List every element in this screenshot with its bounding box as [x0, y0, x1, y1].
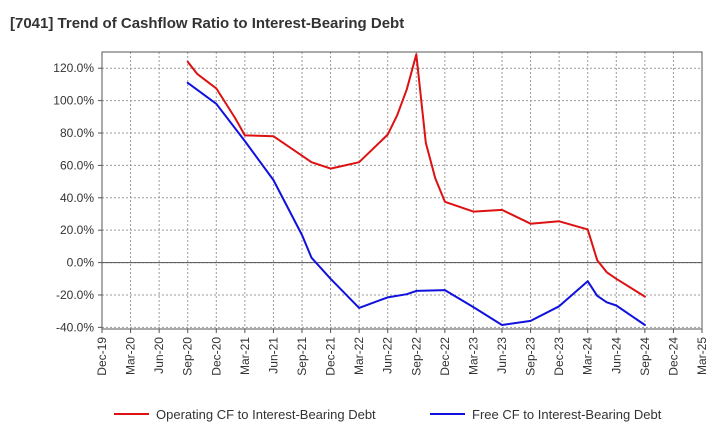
x-tick-label: Dec-21 — [324, 337, 338, 376]
legend: Operating CF to Interest-Bearing Debt Fre… — [114, 407, 662, 422]
x-tick-label: Jun-24 — [609, 337, 623, 374]
y-tick-label: 40.0% — [60, 191, 94, 205]
x-tick-label: Sep-23 — [524, 337, 538, 376]
y-tick-label: 120.0% — [53, 61, 94, 75]
x-tick-label: Jun-23 — [495, 337, 509, 374]
x-tick-label: Sep-20 — [181, 337, 195, 376]
x-tick-label: Dec-23 — [552, 337, 566, 376]
y-tick-label: -40.0% — [56, 320, 94, 334]
x-tick-label: Mar-23 — [466, 337, 480, 375]
x-tick-label: Mar-25 — [695, 337, 709, 375]
x-tick-label: Mar-20 — [124, 337, 138, 375]
y-tick-label: 100.0% — [53, 94, 94, 108]
x-tick-label: Dec-24 — [666, 337, 680, 376]
y-tick-label: 80.0% — [60, 126, 94, 140]
grid — [101, 52, 703, 329]
series-line-operating-cf — [186, 53, 646, 298]
x-tick-label: Sep-22 — [409, 337, 423, 376]
y-tick-label: 60.0% — [60, 158, 94, 172]
y-tick-label: 0.0% — [67, 256, 95, 270]
y-tick-label: 20.0% — [60, 223, 94, 237]
plot-frame — [101, 51, 703, 330]
x-tick-label: Jun-20 — [152, 337, 166, 374]
chart-title: [7041] Trend of Cashflow Ratio to Intere… — [10, 15, 405, 32]
x-tick-label: Dec-22 — [438, 337, 452, 376]
x-tick-label: Sep-24 — [638, 337, 652, 376]
legend-label: Operating CF to Interest-Bearing Debt — [156, 407, 376, 422]
series-lines — [186, 53, 646, 326]
x-tick-label: Mar-24 — [581, 337, 595, 375]
x-tick-label: Mar-22 — [352, 337, 366, 375]
x-tick-label: Mar-21 — [238, 337, 252, 375]
x-tick-label: Jun-21 — [266, 337, 280, 374]
y-tick-label: -20.0% — [56, 288, 94, 302]
x-tick-label: Jun-22 — [381, 337, 395, 374]
x-tick-label: Dec-19 — [95, 337, 109, 376]
x-axis-ticks: Dec-19 Mar-20 Jun-20 Sep-20 Dec-20 Mar-21 Jun-… — [95, 329, 709, 376]
x-tick-label: Sep-21 — [295, 337, 309, 376]
y-axis-ticks: 120.0% 100.0% 80.0% 60.0% 40.0% 20.0% 0.0% -20.… — [53, 61, 102, 334]
series-line-free-cf — [186, 81, 646, 326]
legend-label: Free CF to Interest-Bearing Debt — [472, 407, 662, 422]
x-tick-label: Dec-20 — [209, 337, 223, 376]
